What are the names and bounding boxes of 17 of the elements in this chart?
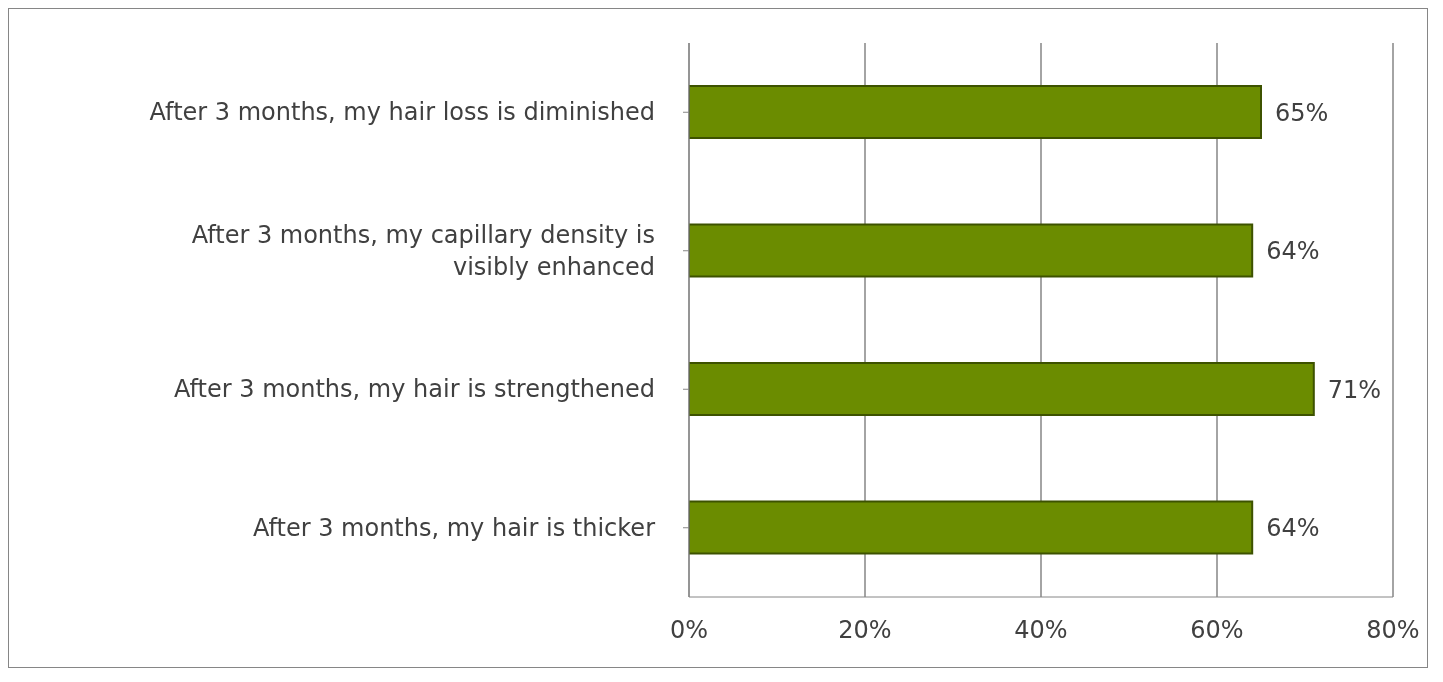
x-tick-label: 60% (1190, 616, 1244, 645)
y-tick-label: After 3 months, my hair loss is diminished (149, 98, 655, 127)
y-tick-label: After 3 months, my capillary density is visibly enhanced (191, 220, 655, 281)
data-label: 64% (1266, 237, 1320, 266)
x-tick-label: 40% (1014, 616, 1068, 645)
bar (689, 223, 1254, 278)
bar (689, 500, 1254, 555)
y-tick-label: After 3 months, my hair is thicker (252, 513, 656, 542)
data-label: 65% (1275, 98, 1329, 127)
x-tick-label: 20% (838, 616, 892, 645)
data-label: 71% (1327, 375, 1382, 404)
bar (689, 362, 1315, 416)
data-label: 64% (1266, 514, 1320, 543)
x-tick-label: 0% (669, 616, 709, 645)
y-tick-label: After 3 months, my hair is strengthened (174, 375, 655, 404)
bar (689, 85, 1262, 139)
x-tick-label: 80% (1366, 616, 1420, 645)
